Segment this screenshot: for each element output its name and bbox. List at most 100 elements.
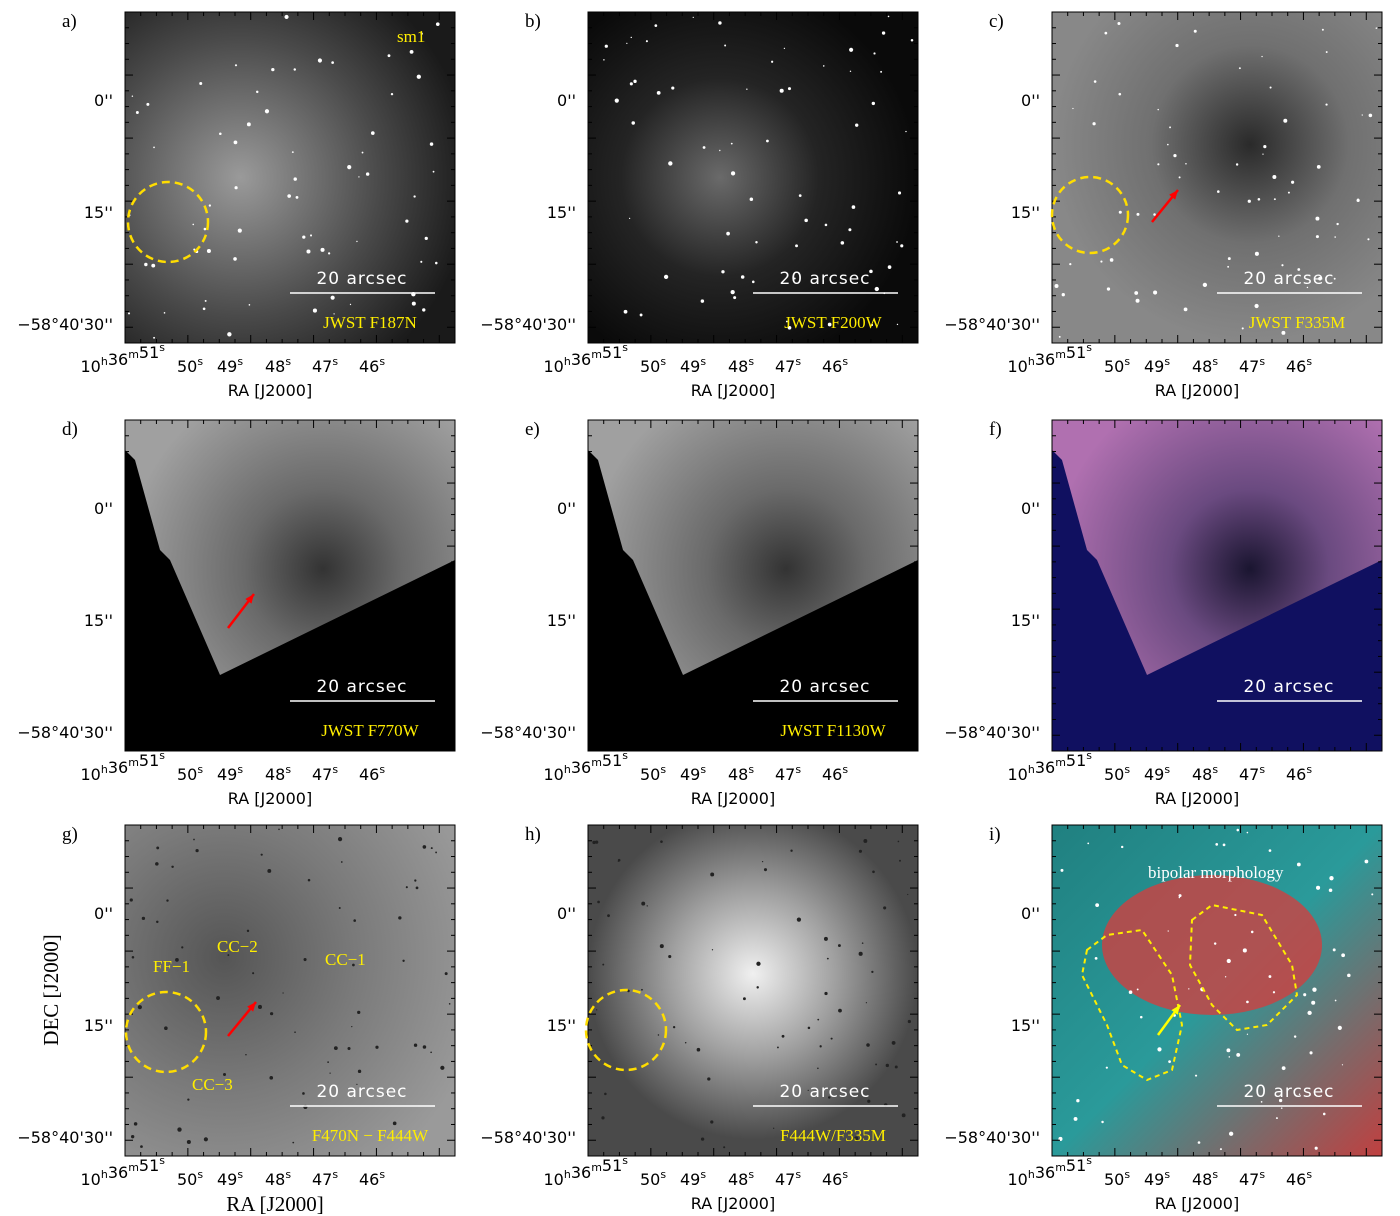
panel: 20 arcsecJWST F200Wb)0''15''−58°40'30''1… xyxy=(480,11,918,400)
y-tick-label: 0'' xyxy=(1021,91,1040,110)
star xyxy=(1188,988,1189,989)
star xyxy=(1341,953,1345,957)
star xyxy=(391,93,393,95)
panel-label: e) xyxy=(525,419,540,440)
x-tick-label: 10h36m51s xyxy=(1007,1154,1092,1189)
star xyxy=(756,986,758,988)
star xyxy=(1329,876,1333,880)
star xyxy=(788,87,791,90)
x-tick-number: 50 xyxy=(640,765,660,784)
star xyxy=(1229,1056,1231,1058)
y-tick-label: −58°40'30'' xyxy=(480,723,576,742)
star xyxy=(350,304,351,305)
x-tick-label: 46s xyxy=(1286,355,1312,376)
x-tick-number: 36 xyxy=(571,1163,591,1182)
x-tick-number: 47 xyxy=(312,765,332,784)
star xyxy=(1269,975,1272,978)
star xyxy=(1336,223,1338,225)
star xyxy=(269,1076,273,1080)
star xyxy=(780,89,784,93)
x-tick-label: 46s xyxy=(822,763,848,784)
x-tick-unit: h xyxy=(564,1168,571,1181)
star xyxy=(905,131,906,132)
x-tick-label: 10h36m51s xyxy=(1007,341,1092,376)
x-tick-unit: m xyxy=(128,1161,139,1174)
x-tick-label: 49s xyxy=(1144,355,1170,376)
star xyxy=(205,300,207,302)
x-tick-label: 50s xyxy=(1104,1168,1130,1189)
x-tick-number: 50 xyxy=(640,1170,660,1189)
star xyxy=(140,1145,143,1148)
star xyxy=(235,186,238,189)
x-tick-unit: s xyxy=(285,1168,291,1181)
x-tick-label: 48s xyxy=(728,355,754,376)
star xyxy=(1225,976,1226,977)
star xyxy=(850,71,851,72)
x-tick-number: 46 xyxy=(822,357,842,376)
x-tick-number: 10 xyxy=(80,765,100,784)
y-tick-label: 0'' xyxy=(1021,904,1040,923)
x-tick-label: 47s xyxy=(312,355,338,376)
star xyxy=(707,1077,710,1080)
x-tick-label: 10h36m51s xyxy=(543,341,628,376)
star xyxy=(227,332,231,336)
star xyxy=(907,894,908,895)
star xyxy=(304,958,307,961)
star xyxy=(209,204,211,206)
y-tick-label: 15'' xyxy=(1011,611,1040,630)
star xyxy=(153,337,155,339)
star xyxy=(1246,1001,1249,1004)
star xyxy=(430,1051,432,1053)
y-tick-label: 15'' xyxy=(84,1016,113,1035)
star xyxy=(357,1011,360,1014)
star xyxy=(247,122,251,126)
star xyxy=(595,840,598,843)
x-tick-number: 46 xyxy=(1286,1170,1306,1189)
y-tick-label: −58°40'30'' xyxy=(17,315,113,334)
x-tick-unit: m xyxy=(128,756,139,769)
x-tick-label: 10h36m51s xyxy=(80,341,165,376)
x-tick-number: 49 xyxy=(217,765,237,784)
star xyxy=(1110,258,1114,262)
x-tick-label: 47s xyxy=(312,1168,338,1189)
star xyxy=(631,121,634,124)
star xyxy=(219,132,222,135)
star xyxy=(177,1127,181,1131)
star xyxy=(171,866,173,868)
star xyxy=(1269,849,1272,852)
star xyxy=(435,262,438,265)
star xyxy=(132,956,135,959)
star xyxy=(356,241,357,242)
star xyxy=(1281,1107,1283,1109)
star xyxy=(203,307,206,310)
star xyxy=(1169,126,1171,128)
star xyxy=(181,946,183,948)
x-tick-unit: s xyxy=(379,355,385,368)
star xyxy=(750,198,754,202)
star xyxy=(1278,236,1279,237)
star xyxy=(755,241,757,243)
y-tick-label: −58°40'30'' xyxy=(17,1128,113,1147)
star xyxy=(731,171,735,175)
star xyxy=(895,1065,898,1068)
x-tick-unit: s xyxy=(379,1168,385,1181)
star xyxy=(630,82,633,85)
star xyxy=(1173,154,1176,157)
star xyxy=(764,868,767,871)
x-tick-unit: s xyxy=(379,763,385,776)
star xyxy=(697,1048,701,1052)
y-tick-label: 0'' xyxy=(557,499,576,518)
x-tick-number: 47 xyxy=(1239,765,1259,784)
x-tick-unit: s xyxy=(1259,1168,1265,1181)
x-tick-number: 49 xyxy=(217,1170,237,1189)
x-tick-number: 46 xyxy=(359,1170,379,1189)
x-tick-number: 47 xyxy=(775,1170,795,1189)
x-tick-number: 46 xyxy=(822,1170,842,1189)
star xyxy=(1326,51,1328,53)
star xyxy=(331,61,334,64)
star xyxy=(908,1020,911,1023)
star xyxy=(841,241,845,245)
star xyxy=(1087,843,1089,845)
star xyxy=(1119,211,1122,214)
x-tick-label: 49s xyxy=(217,355,243,376)
